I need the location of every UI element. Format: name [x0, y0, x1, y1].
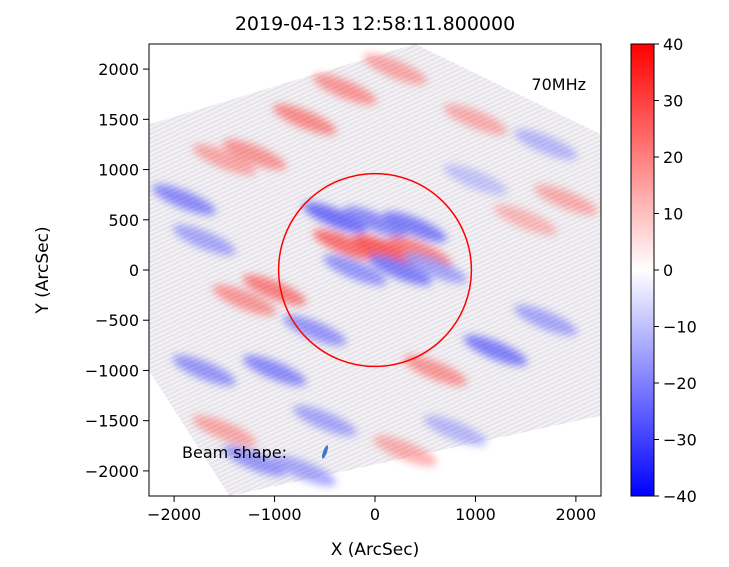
colorbar-tick-label: 20	[663, 148, 683, 167]
colorbar-tick-label: 0	[663, 261, 673, 280]
colorbar-tick-label: −40	[663, 487, 697, 506]
beam-shape-label: Beam shape:	[182, 443, 287, 462]
image-texture	[149, 44, 601, 496]
y-tick-label: −500	[95, 311, 139, 330]
colorbar-tick-label: 30	[663, 92, 683, 111]
y-axis-label: Y (ArcSec)	[33, 226, 53, 314]
colorbar-tick-label: −30	[663, 431, 697, 450]
colorbar-tick-label: 40	[663, 35, 683, 54]
y-axis-ticks: −2000 −1500 −1000 −500 0 500 1000 1500 2000	[85, 60, 149, 481]
chart-title: 2019-04-13 12:58:11.800000	[235, 13, 515, 35]
frequency-label: 70MHz	[531, 75, 586, 94]
colorbar	[631, 44, 654, 496]
y-tick-label: 2000	[98, 60, 139, 79]
y-tick-label: −1500	[85, 412, 139, 431]
x-tick-label: 1000	[455, 505, 496, 524]
x-axis-label: X (ArcSec)	[331, 540, 420, 560]
y-tick-label: 1000	[98, 161, 139, 180]
x-tick-label: −2000	[147, 505, 201, 524]
y-tick-label: 0	[129, 261, 139, 280]
colorbar-tick-label: −20	[663, 374, 697, 393]
colorbar-ticks: −40 −30 −20 −10 0 10 20 30 40	[654, 35, 697, 506]
y-tick-label: 500	[108, 211, 139, 230]
colorbar-tick-label: 10	[663, 205, 683, 224]
y-tick-label: −2000	[85, 462, 139, 481]
y-tick-label: 1500	[98, 110, 139, 129]
x-axis-ticks: −2000 −1000 0 1000 2000	[147, 496, 596, 524]
plot-area	[149, 44, 601, 496]
y-tick-label: −1000	[85, 361, 139, 380]
x-tick-label: −1000	[247, 505, 301, 524]
x-tick-label: 0	[370, 505, 380, 524]
x-tick-label: 2000	[556, 505, 597, 524]
colorbar-tick-label: −10	[663, 318, 697, 337]
